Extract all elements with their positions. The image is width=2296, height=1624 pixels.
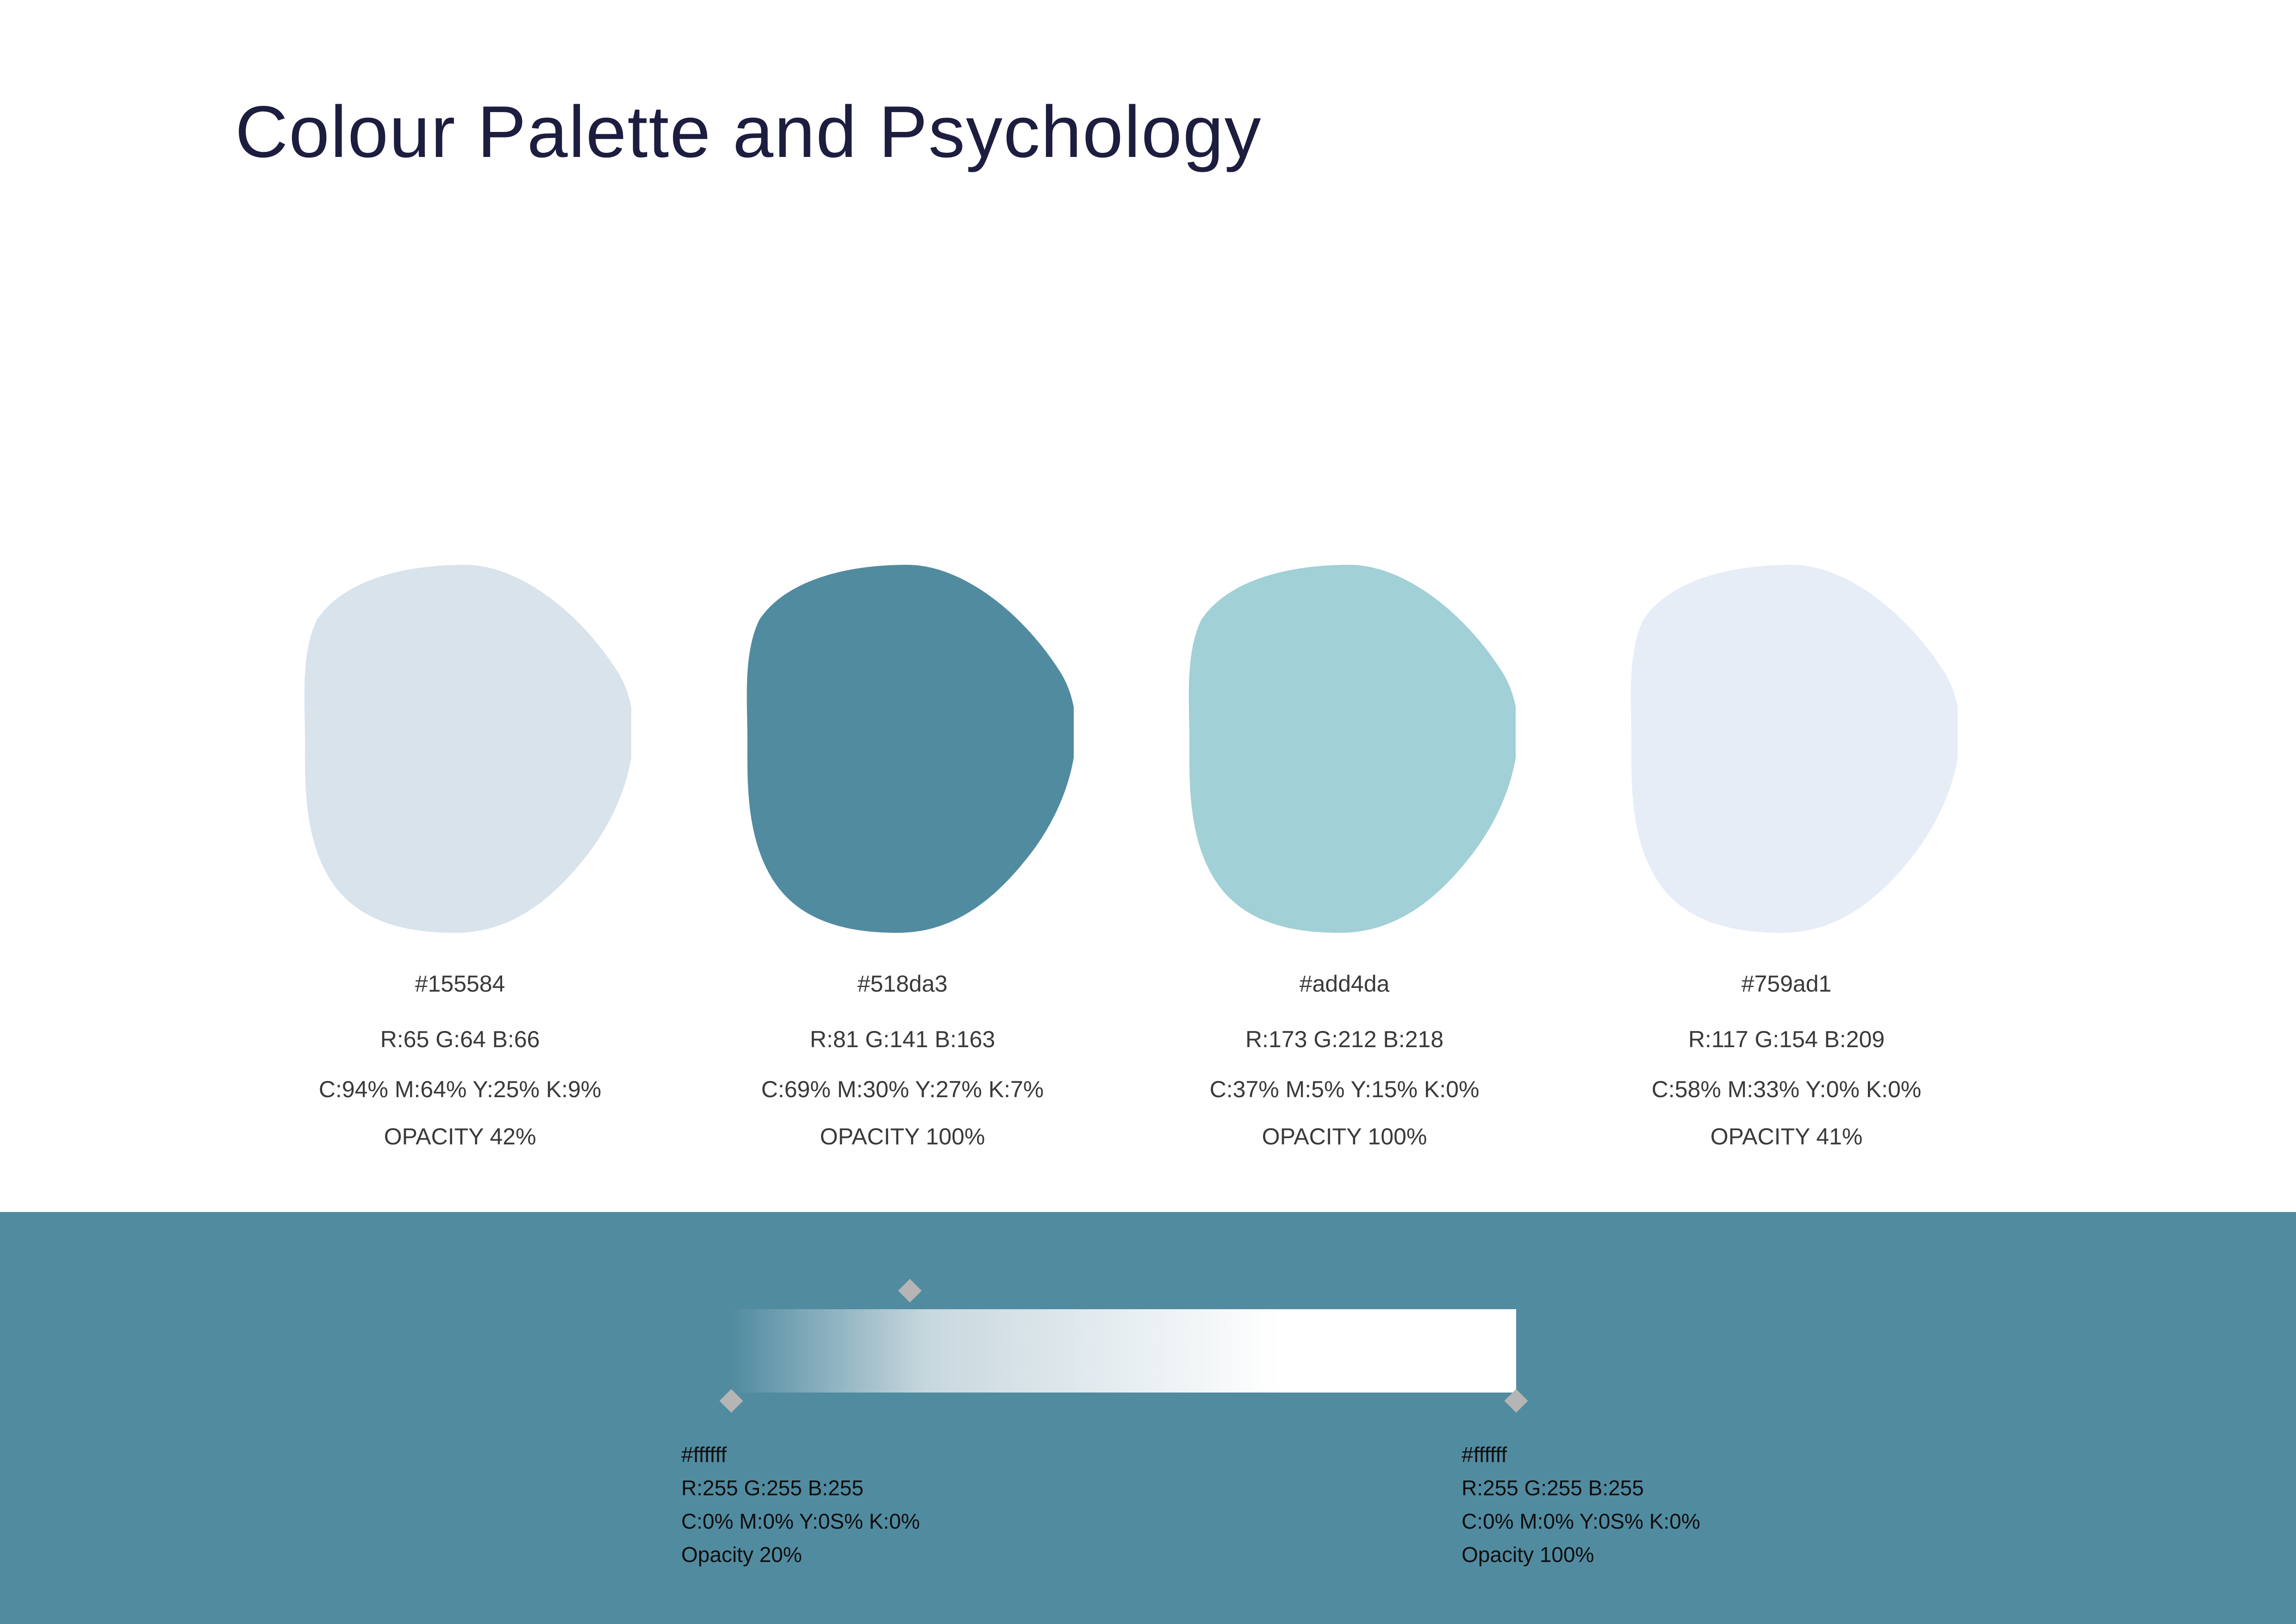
blob-shape (747, 565, 1074, 933)
swatch-1: #155584 R:65 G:64 B:66 C:94% M:64% Y:25%… (252, 562, 668, 1164)
stop-rgb: R:255 G:255 B:255 (1462, 1476, 1644, 1500)
stop-hex: #ffffff (1462, 1443, 1507, 1467)
stop-opacity: Opacity 20% (681, 1543, 802, 1567)
blob-shape (1630, 565, 1958, 933)
swatch-cmyk: C:37% M:5% Y:15% K:0% (1209, 1076, 1480, 1102)
stop-cmyk: C:0% M:0% Y:0S% K:0% (681, 1509, 920, 1533)
gradient-midpoint-handle[interactable] (898, 1279, 922, 1303)
swatch-rgb: R:65 G:64 B:66 (380, 1026, 540, 1052)
swatch-hex: #add4da (1299, 971, 1390, 997)
swatch-cmyk: C:58% M:33% Y:0% K:0% (1651, 1076, 1922, 1102)
stop-hex: #ffffff (681, 1443, 727, 1467)
swatch-opacity: OPACITY 100% (1262, 1124, 1427, 1149)
color-blob (298, 562, 631, 933)
blob-shape (1188, 565, 1516, 933)
gradient-start-stop-handle[interactable] (719, 1389, 743, 1413)
color-blob (1624, 562, 1958, 933)
swatch-opacity: OPACITY 41% (1710, 1124, 1863, 1149)
swatch-hex: #759ad1 (1741, 971, 1832, 997)
swatch-opacity: OPACITY 100% (820, 1124, 985, 1149)
stop-rgb: R:255 G:255 B:255 (681, 1476, 864, 1500)
gradient-start-stop-info: #ffffff R:255 G:255 B:255 C:0% M:0% Y:0S… (681, 1438, 920, 1571)
blob-shape (304, 565, 631, 933)
gradient-section: #ffffff R:255 G:255 B:255 C:0% M:0% Y:0S… (0, 1212, 2296, 1624)
swatch-3: #add4da R:173 G:212 B:218 C:37% M:5% Y:1… (1136, 562, 1553, 1164)
gradient-end-stop-info: #ffffff R:255 G:255 B:255 C:0% M:0% Y:0S… (1462, 1438, 1700, 1571)
gradient-end-stop-handle[interactable] (1504, 1389, 1528, 1413)
swatch-cmyk: C:69% M:30% Y:27% K:7% (761, 1076, 1044, 1102)
swatch-hex: #518da3 (857, 971, 948, 997)
swatch-rgb: R:117 G:154 B:209 (1688, 1026, 1885, 1052)
gradient-bar (731, 1309, 1516, 1393)
swatch-opacity: OPACITY 42% (384, 1124, 536, 1149)
color-blob (1182, 562, 1516, 933)
swatch-4: #759ad1 R:117 G:154 B:209 C:58% M:33% Y:… (1578, 562, 1995, 1164)
swatch-2: #518da3 R:81 G:141 B:163 C:69% M:30% Y:2… (694, 562, 1111, 1164)
swatch-hex: #155584 (415, 971, 505, 997)
swatch-rgb: R:173 G:212 B:218 (1245, 1026, 1444, 1052)
swatch-rgb: R:81 G:141 B:163 (809, 1026, 996, 1052)
color-blob (740, 562, 1074, 933)
stop-opacity: Opacity 100% (1462, 1543, 1594, 1567)
page-title: Colour Palette and Psychology (235, 91, 1262, 173)
stop-cmyk: C:0% M:0% Y:0S% K:0% (1462, 1509, 1700, 1533)
swatch-cmyk: C:94% M:64% Y:25% K:9% (318, 1076, 602, 1102)
